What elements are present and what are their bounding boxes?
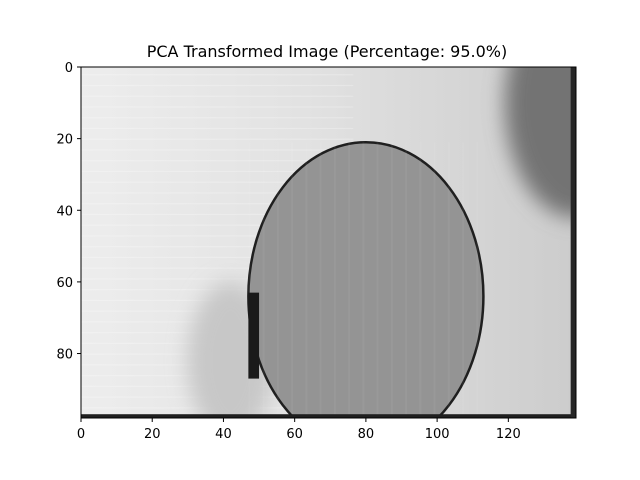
band-line xyxy=(81,267,354,269)
y-tick-label: 80 xyxy=(56,348,73,363)
oval-band xyxy=(319,142,322,418)
oval-band xyxy=(390,142,393,418)
oval-dark-edge xyxy=(248,292,260,379)
oval-band xyxy=(419,142,422,418)
y-tick-label: 60 xyxy=(56,276,73,291)
oval-band xyxy=(291,142,294,418)
oval-band xyxy=(447,142,450,418)
x-tick-label: 20 xyxy=(144,427,161,442)
oval-band xyxy=(333,142,336,418)
x-tick-label: 60 xyxy=(286,427,303,442)
band-line xyxy=(81,213,354,216)
band-line xyxy=(81,203,354,205)
band-line xyxy=(81,170,354,173)
band-line xyxy=(81,74,354,76)
x-tick-label: 120 xyxy=(496,427,521,442)
oval-band xyxy=(276,142,279,418)
oval-band xyxy=(348,142,351,418)
band-line xyxy=(81,160,354,162)
band-line xyxy=(81,224,354,226)
oval-band xyxy=(433,142,436,418)
right-border-line xyxy=(570,67,576,418)
oval-band xyxy=(476,142,479,418)
band-line xyxy=(81,95,354,97)
oval-band xyxy=(262,142,265,418)
x-axis: 0 20 40 60 80 100 120 xyxy=(77,418,521,442)
oval-band xyxy=(405,142,408,418)
oval-band xyxy=(362,142,365,418)
band-line xyxy=(81,192,354,194)
y-tick-label: 0 xyxy=(65,61,73,76)
plot-area xyxy=(80,66,577,419)
band-line xyxy=(81,278,354,280)
image-pixels xyxy=(81,67,576,418)
band-line xyxy=(81,117,354,119)
oval-band xyxy=(248,142,251,418)
chart-title: PCA Transformed Image (Percentage: 95.0%… xyxy=(147,42,508,61)
band-line xyxy=(81,106,354,108)
bottom-border-line xyxy=(81,414,576,418)
y-tick-label: 20 xyxy=(56,133,73,148)
x-tick-label: 40 xyxy=(215,427,232,442)
axes-frame xyxy=(80,66,577,419)
oval-band xyxy=(462,142,465,418)
x-tick-label: 0 xyxy=(77,427,85,442)
band-line xyxy=(81,181,354,183)
band-line xyxy=(81,246,354,248)
band-line xyxy=(81,149,354,151)
band-line xyxy=(81,235,354,237)
x-tick-label: 100 xyxy=(425,427,450,442)
y-tick-label: 40 xyxy=(56,204,73,219)
band-line xyxy=(81,256,354,259)
band-line xyxy=(81,138,354,140)
y-axis: 0 20 40 60 80 xyxy=(56,61,81,363)
band-line xyxy=(81,84,354,87)
band-line xyxy=(81,127,354,130)
oval-band xyxy=(376,142,379,418)
oval-band xyxy=(305,142,308,418)
x-tick-label: 80 xyxy=(358,427,375,442)
dark-corner-region xyxy=(504,67,576,218)
